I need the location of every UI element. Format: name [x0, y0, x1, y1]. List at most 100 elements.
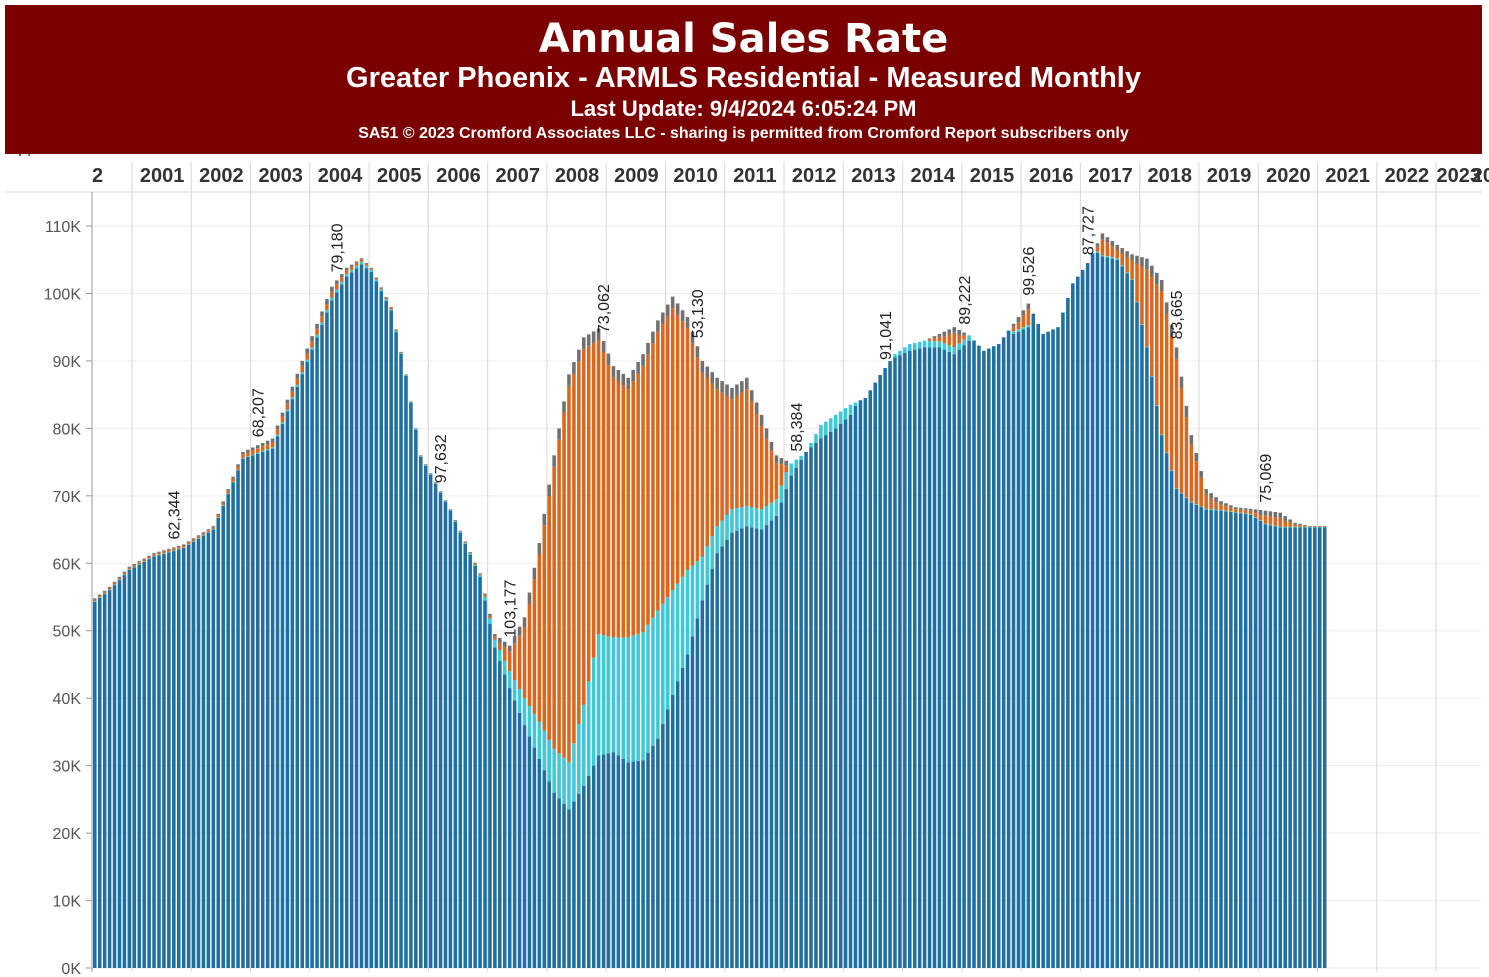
bar-gray — [562, 401, 566, 413]
bar-cyan — [1308, 526, 1312, 528]
bar-gray — [1125, 251, 1129, 257]
bar-gray — [705, 366, 710, 378]
y-tick-label: 80K — [53, 421, 82, 438]
bar-normal — [226, 494, 230, 968]
bar-gray — [251, 447, 255, 451]
bar-orange — [725, 395, 729, 515]
bar-gray — [927, 338, 932, 340]
bar-normal — [354, 268, 359, 968]
y-tick-label: 40K — [53, 691, 82, 708]
data-label: 68,207 — [251, 388, 268, 437]
bar-orange — [651, 343, 655, 618]
bar-normal — [172, 551, 176, 968]
bar-normal — [774, 516, 779, 968]
bar-gray — [162, 550, 166, 552]
bar-normal — [784, 489, 789, 968]
bar-cyan — [473, 564, 477, 566]
bar-gray — [1209, 493, 1213, 499]
bar-orange — [1150, 277, 1154, 376]
bar-cyan — [186, 544, 191, 545]
bar-orange — [1125, 256, 1129, 273]
bar-orange — [1174, 358, 1179, 489]
bar-normal — [942, 349, 947, 968]
bar-normal — [1021, 329, 1026, 968]
bar-normal — [236, 470, 240, 968]
bar-orange — [705, 378, 710, 547]
bar-orange — [957, 335, 961, 344]
bar-gray — [216, 513, 221, 516]
bar-normal — [977, 345, 981, 968]
bar-normal — [399, 353, 403, 968]
bar-normal — [868, 390, 873, 968]
bar-orange — [740, 392, 744, 508]
data-label: 93,512 — [0, 154, 49, 158]
bar-cyan — [1248, 514, 1253, 515]
bar-cyan — [468, 553, 472, 555]
bar-gray — [300, 360, 305, 366]
bar-normal — [404, 375, 408, 968]
bar-gray — [596, 328, 601, 340]
bar-gray — [419, 455, 423, 456]
bar-gray — [1224, 503, 1228, 507]
bar-normal — [1110, 258, 1115, 969]
bar-gray — [1184, 405, 1189, 418]
bar-cyan — [137, 563, 142, 565]
y-tick-label: 50K — [53, 624, 82, 641]
annual-sales-rate-chart: 2 2001 2002 2003 2004 2005 2006 2007 2008 2009 201… — [0, 154, 1489, 977]
bar-orange — [661, 323, 665, 604]
bar-cyan — [1135, 301, 1139, 303]
bar-normal — [1214, 510, 1218, 968]
bar-cyan — [1298, 526, 1302, 528]
bar-gray — [399, 351, 403, 353]
bar-cyan — [458, 531, 463, 533]
bar-orange — [206, 530, 211, 532]
bar-gray — [1164, 302, 1169, 314]
bar-normal — [888, 361, 892, 969]
bar-cyan — [221, 505, 225, 506]
bar-cyan — [764, 505, 769, 526]
bar-gray — [275, 425, 280, 430]
bar-orange — [665, 316, 670, 597]
bar-gray — [586, 334, 591, 346]
bar-normal — [987, 348, 991, 968]
bar-gray — [1322, 525, 1327, 527]
bar-cyan — [547, 739, 551, 782]
bar-gray — [651, 331, 655, 344]
bar-orange — [932, 338, 937, 342]
bar-orange — [596, 340, 601, 635]
bar-normal — [789, 475, 794, 968]
bar-orange — [488, 615, 492, 619]
bar-cyan — [917, 341, 922, 349]
bar-gray — [1308, 525, 1312, 527]
bar-normal — [1278, 527, 1283, 968]
bar-cyan — [794, 459, 798, 468]
bar-normal — [295, 386, 300, 968]
bar-normal — [290, 399, 295, 968]
bar-cyan — [606, 636, 611, 754]
bar-cyan — [335, 289, 339, 293]
bar-normal — [127, 570, 132, 968]
bar-orange — [547, 496, 551, 740]
bar-normal — [310, 349, 314, 968]
bar-gray — [359, 258, 364, 260]
bar-gray — [260, 442, 265, 447]
bar-orange — [1194, 461, 1199, 505]
bar-cyan — [488, 618, 492, 624]
bar-gray — [759, 414, 764, 427]
bar-orange — [1253, 512, 1258, 518]
bar-orange — [122, 572, 127, 575]
bar-cyan — [784, 472, 789, 490]
bars-layer — [93, 233, 1327, 969]
bar-gray — [1120, 248, 1124, 254]
bar-normal — [898, 355, 902, 968]
bar-normal — [364, 268, 369, 968]
bar-cyan — [369, 269, 374, 272]
bar-normal — [606, 753, 611, 968]
bar-normal — [794, 467, 798, 968]
bar-gray — [330, 286, 334, 292]
bar-cyan — [172, 550, 176, 552]
bar-gray — [646, 342, 650, 355]
bar-normal — [1051, 329, 1055, 968]
bar-cyan — [1184, 497, 1189, 499]
bar-gray — [379, 287, 384, 289]
